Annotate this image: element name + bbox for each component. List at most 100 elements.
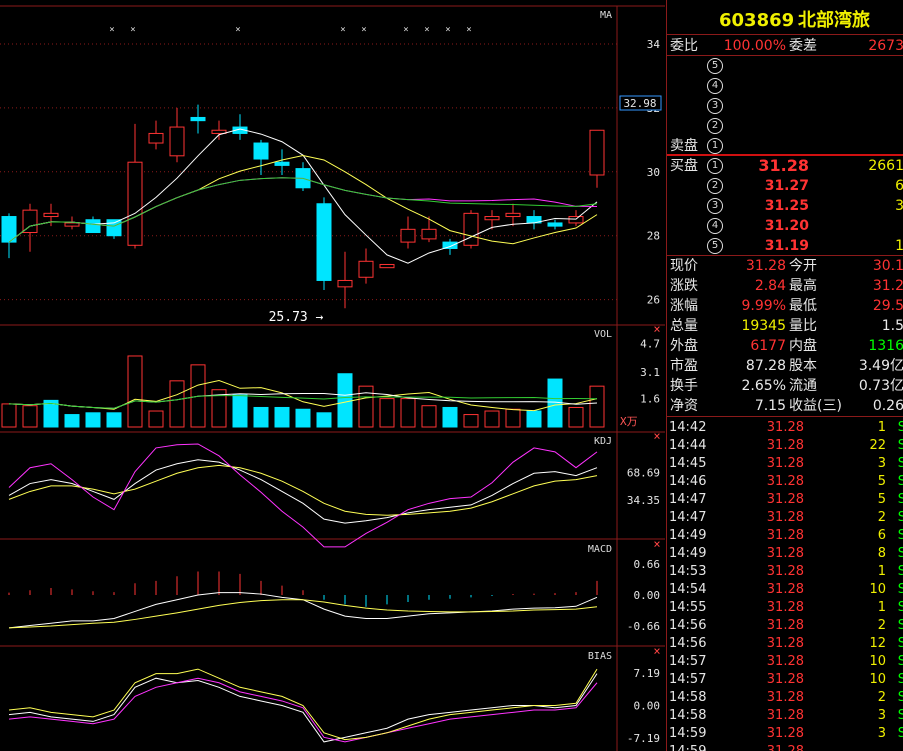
marker-x: × (340, 25, 345, 35)
bias1-line (8, 673, 598, 743)
buy-level-4[interactable]: 4 31.20 (667, 216, 903, 236)
sell-level-1[interactable]: 卖盘 1 (667, 136, 903, 156)
tick-volume: 10 (869, 582, 886, 597)
tick-row[interactable]: 14:58 31.28 2S (667, 689, 903, 707)
stock-name: 北部湾旅 (798, 10, 870, 31)
tick-volume: 12 (869, 636, 886, 651)
marker-x: × (445, 25, 450, 35)
tick-volume: 2 (877, 510, 886, 525)
volume-bar (337, 373, 353, 428)
stat-label: 最低 (789, 298, 817, 314)
buy-level-3[interactable]: 3 31.25 3 (667, 196, 903, 216)
volume-bar (148, 410, 164, 428)
tick-time: 14:56 (669, 636, 707, 651)
level-number-icon: 4 (707, 78, 723, 94)
candle-body (379, 263, 395, 269)
tick-row[interactable]: 14:46 31.28 5S (667, 473, 903, 491)
tick-time: 14:58 (669, 690, 707, 705)
tick-volume: 8 (877, 546, 886, 561)
stats-row: 涨幅 9.99% 最低 29.5 (667, 296, 903, 316)
stat-label: 涨跌 (670, 278, 698, 294)
commission-diff-value: 2673 (868, 38, 903, 54)
tick-row[interactable]: 14:49 31.28 8S (667, 545, 903, 563)
tick-flag: S (898, 491, 903, 509)
bias2-line (8, 677, 598, 743)
current-price-box (619, 95, 662, 111)
tick-price: 31.28 (766, 654, 804, 669)
tick-price: 31.28 (766, 582, 804, 597)
tick-time: 14:59 (669, 726, 707, 741)
marker-x: × (361, 25, 366, 35)
tick-row[interactable]: 14:47 31.28 2S (667, 509, 903, 527)
tick-row[interactable]: 14:58 31.28 3S (667, 707, 903, 725)
candle-body (211, 129, 227, 134)
marker-x: × (109, 25, 114, 35)
tick-row[interactable]: 14:57 31.28 10 S (667, 671, 903, 689)
macd-title: MACD (588, 544, 612, 555)
volume-bar (526, 410, 542, 428)
sell-level-2[interactable]: 2 (667, 116, 903, 136)
tick-row[interactable]: 14:53 31.28 1S (667, 563, 903, 581)
close-icon: × (653, 644, 660, 658)
stat-value: 9.99% (741, 298, 786, 314)
tick-time: 14:44 (669, 438, 707, 453)
tick-row[interactable]: 14:42 31.28 1S (667, 419, 903, 437)
tick-row[interactable]: 14:47 31.28 5S (667, 491, 903, 509)
tick-time: 14:49 (669, 546, 707, 561)
tick-row[interactable]: 14:44 31.28 22 S (667, 437, 903, 455)
tick-flag: S (898, 653, 903, 671)
kdj-d-line (8, 464, 598, 516)
stat-value: 6177 (750, 338, 786, 354)
tick-row[interactable]: 14:56 31.28 12 S (667, 635, 903, 653)
tick-flag: S (898, 581, 903, 599)
tick-flag: S (898, 437, 903, 455)
tick-row[interactable]: 14:57 31.28 10 S (667, 653, 903, 671)
bias-title: BIAS (588, 651, 612, 662)
tick-row[interactable]: 14:45 31.28 3S (667, 455, 903, 473)
stat-value: 1316 (868, 338, 903, 354)
volume-bar (379, 398, 395, 428)
price-tick: 26 (647, 294, 660, 307)
sell-level-3[interactable]: 3 (667, 96, 903, 116)
tick-row[interactable]: 14:59 31.28 3S (667, 725, 903, 743)
sell-label: 卖盘 (670, 138, 698, 154)
commission-ratio-value: 100.00% (723, 38, 786, 54)
price-tick: 30 (647, 166, 660, 179)
tick-time: 14:57 (669, 654, 707, 669)
low-price-label: 25.73 → (269, 310, 324, 325)
macd-dea-line (8, 599, 598, 629)
stat-value: 3.49亿 (858, 358, 903, 374)
volume-bar (316, 412, 332, 428)
tick-row[interactable]: 14:49 31.28 6S (667, 527, 903, 545)
volume-bar (505, 408, 521, 428)
stat-label: 换手 (670, 378, 698, 394)
tick-row[interactable]: 14:59 31.28 (667, 743, 903, 751)
tick-price: 31.28 (766, 726, 804, 741)
vol-tick: 3.1 (640, 366, 660, 379)
stats-row: 净资 7.15 收益(三) 0.26 (667, 396, 903, 416)
tick-flag: S (898, 509, 903, 527)
candle-body (22, 209, 38, 234)
stats-row: 换手 2.65% 流通 0.73亿 (667, 376, 903, 396)
tick-flag: S (898, 473, 903, 491)
tick-time: 14:53 (669, 564, 707, 579)
tick-row[interactable]: 14:55 31.28 1S (667, 599, 903, 617)
stat-label: 流通 (789, 378, 817, 394)
sell-level-5[interactable]: 5 (667, 56, 903, 76)
volume-bar (232, 394, 248, 428)
volume-bar (274, 406, 290, 428)
buy-level-1[interactable]: 买盘 1 31.28 2661 (667, 156, 903, 176)
vol-tick: 1.6 (640, 393, 660, 406)
tick-flag: S (898, 599, 903, 617)
buy-price: 31.27 (764, 178, 809, 194)
tick-row[interactable]: 14:54 31.28 10 S (667, 581, 903, 599)
tick-row[interactable]: 14:56 31.28 2S (667, 617, 903, 635)
stat-label: 市盈 (670, 358, 698, 374)
tick-volume: 22 (869, 438, 886, 453)
buy-level-5[interactable]: 5 31.19 1 (667, 236, 903, 256)
buy-level-2[interactable]: 2 31.27 6 (667, 176, 903, 196)
tick-flag: S (898, 671, 903, 689)
sell-level-4[interactable]: 4 (667, 76, 903, 96)
